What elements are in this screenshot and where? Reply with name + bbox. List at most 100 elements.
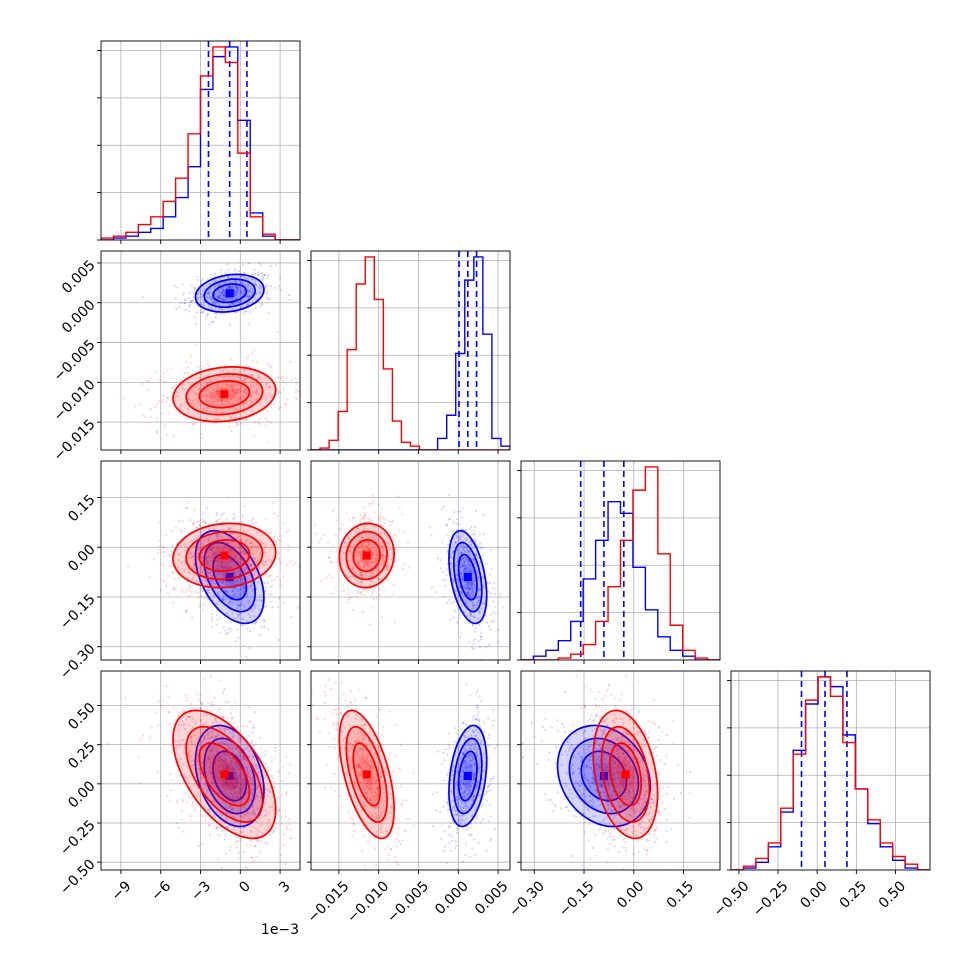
sample-point <box>472 642 475 645</box>
sample-point <box>260 378 263 381</box>
sample-point <box>265 559 268 562</box>
sample-point <box>488 733 491 737</box>
sample-point <box>184 718 188 721</box>
sample-point <box>257 273 260 276</box>
sample-point <box>250 769 253 773</box>
sample-point <box>232 385 235 388</box>
sample-point <box>442 849 445 853</box>
sample-point <box>195 548 199 551</box>
sample-point <box>302 385 304 387</box>
sample-point <box>222 750 225 753</box>
sample-point <box>219 282 222 285</box>
sample-point <box>287 544 290 547</box>
sample-point <box>499 592 502 595</box>
sample-point <box>247 599 250 602</box>
sample-point <box>208 402 211 405</box>
sample-point <box>250 563 253 566</box>
sample-point <box>366 589 369 592</box>
sample-point <box>215 614 218 617</box>
sample-point <box>373 561 376 564</box>
sample-point <box>444 579 447 582</box>
sample-point <box>474 539 477 543</box>
sample-point <box>222 293 226 296</box>
sample-point <box>474 734 477 738</box>
sample-point <box>370 561 373 564</box>
sample-point <box>198 603 202 606</box>
sample-point <box>234 280 237 283</box>
sample-point <box>223 588 227 591</box>
sample-point <box>242 748 246 751</box>
sample-point <box>301 810 303 812</box>
sample-point <box>388 710 391 713</box>
sample-point <box>215 390 218 394</box>
sample-point <box>241 598 244 602</box>
sample-point <box>468 561 471 564</box>
sample-point <box>210 556 214 559</box>
sample-point <box>227 276 230 280</box>
sample-point <box>219 631 222 634</box>
sample-point <box>186 506 189 510</box>
sample-point <box>362 517 366 520</box>
sample-point <box>460 605 463 608</box>
sample-point <box>491 724 495 727</box>
sample-point <box>210 530 214 534</box>
sample-point <box>462 545 465 548</box>
sample-point <box>448 494 451 497</box>
sample-point <box>251 731 254 735</box>
sample-point <box>220 297 223 300</box>
sample-point <box>232 402 235 405</box>
sample-point <box>359 520 362 523</box>
sample-point <box>457 523 461 526</box>
sample-point <box>242 757 245 760</box>
sample-point <box>215 384 219 387</box>
sample-point <box>183 744 186 747</box>
sample-point <box>227 421 231 425</box>
sample-point <box>225 727 228 730</box>
sample-point <box>382 553 385 557</box>
sample-point <box>209 548 212 551</box>
sample-point <box>210 736 213 739</box>
sample-point <box>215 519 218 523</box>
sample-point <box>250 394 253 398</box>
sample-point <box>253 559 256 562</box>
sample-point <box>248 290 252 293</box>
sample-point <box>184 611 187 614</box>
sample-point <box>255 833 258 836</box>
sample-point <box>481 797 485 800</box>
sample-point <box>200 595 203 598</box>
sample-point <box>360 544 363 547</box>
sample-point <box>457 537 460 540</box>
sample-point <box>401 839 404 842</box>
sample-point <box>222 741 225 745</box>
sample-point <box>207 527 210 530</box>
sample-point <box>230 784 234 787</box>
sample-point <box>238 551 241 554</box>
sample-point <box>246 620 249 623</box>
sample-point <box>227 542 230 546</box>
sample-point <box>238 396 242 400</box>
sample-point <box>352 575 355 578</box>
sample-point <box>183 776 187 780</box>
sample-point <box>205 556 209 559</box>
sample-point <box>473 718 476 721</box>
sample-point <box>207 394 210 397</box>
sample-point <box>314 532 317 535</box>
sample-point <box>201 795 204 798</box>
sample-point <box>259 272 262 276</box>
sample-point <box>466 592 469 595</box>
sample-point <box>470 587 474 590</box>
sample-point <box>386 568 389 571</box>
sample-point <box>220 806 223 809</box>
sample-point <box>225 765 228 768</box>
sample-point <box>238 773 241 777</box>
sample-point <box>250 279 254 282</box>
sample-point <box>208 762 212 765</box>
sample-point <box>245 377 248 380</box>
sample-point <box>277 543 280 546</box>
sample-point <box>468 594 471 597</box>
sample-point <box>233 555 236 558</box>
sample-point <box>195 692 198 695</box>
sample-point <box>239 558 242 561</box>
sample-point <box>464 528 467 531</box>
sample-point <box>347 705 350 708</box>
